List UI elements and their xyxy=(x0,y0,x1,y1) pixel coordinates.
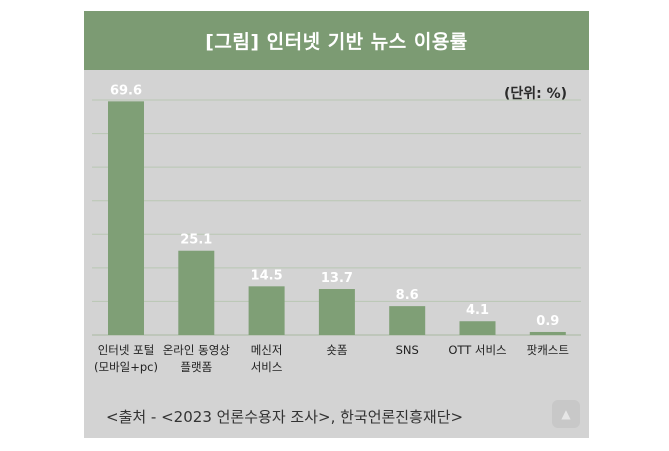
source-caption: <출처 - <2023 언론수용자 조사>, 한국언론진흥재단> xyxy=(106,408,464,426)
scroll-top-button[interactable]: ▲ xyxy=(552,400,580,428)
category-label: SNS xyxy=(396,343,419,357)
bar xyxy=(318,289,355,335)
bar xyxy=(178,250,215,335)
bar xyxy=(529,331,566,335)
data-label: 8.6 xyxy=(396,288,419,303)
category-label: OTT 서비스 xyxy=(448,343,506,357)
chart-title: [그림] 인터넷 기반 뉴스 이용률 xyxy=(84,11,589,70)
category-label: 플랫폼 xyxy=(180,360,212,374)
data-label: 13.7 xyxy=(321,271,353,286)
data-label: 0.9 xyxy=(536,314,559,329)
category-label: 서비스 xyxy=(251,360,283,374)
category-label: 숏폼 xyxy=(326,343,347,357)
category-label: 팟캐스트 xyxy=(527,343,569,357)
data-label: 4.1 xyxy=(466,303,489,318)
unit-label: (단위: %) xyxy=(503,86,567,102)
chart-card: [그림] 인터넷 기반 뉴스 이용률 (단위: %) 69.6 인터넷 포털 (모바… xyxy=(84,11,589,438)
bar xyxy=(248,286,285,335)
data-label: 14.5 xyxy=(251,268,283,283)
category-label: 인터넷 포털 xyxy=(98,343,155,357)
bar xyxy=(459,321,496,335)
chevron-up-icon: ▲ xyxy=(561,407,571,421)
data-label: 69.6 xyxy=(110,83,142,98)
category-label: 온라인 동영상 xyxy=(163,343,231,357)
bar xyxy=(389,306,426,335)
data-label: 25.1 xyxy=(180,233,212,248)
category-label: (모바일+pc) xyxy=(94,360,158,374)
bar xyxy=(108,101,144,335)
category-label: 메신저 xyxy=(251,343,283,357)
